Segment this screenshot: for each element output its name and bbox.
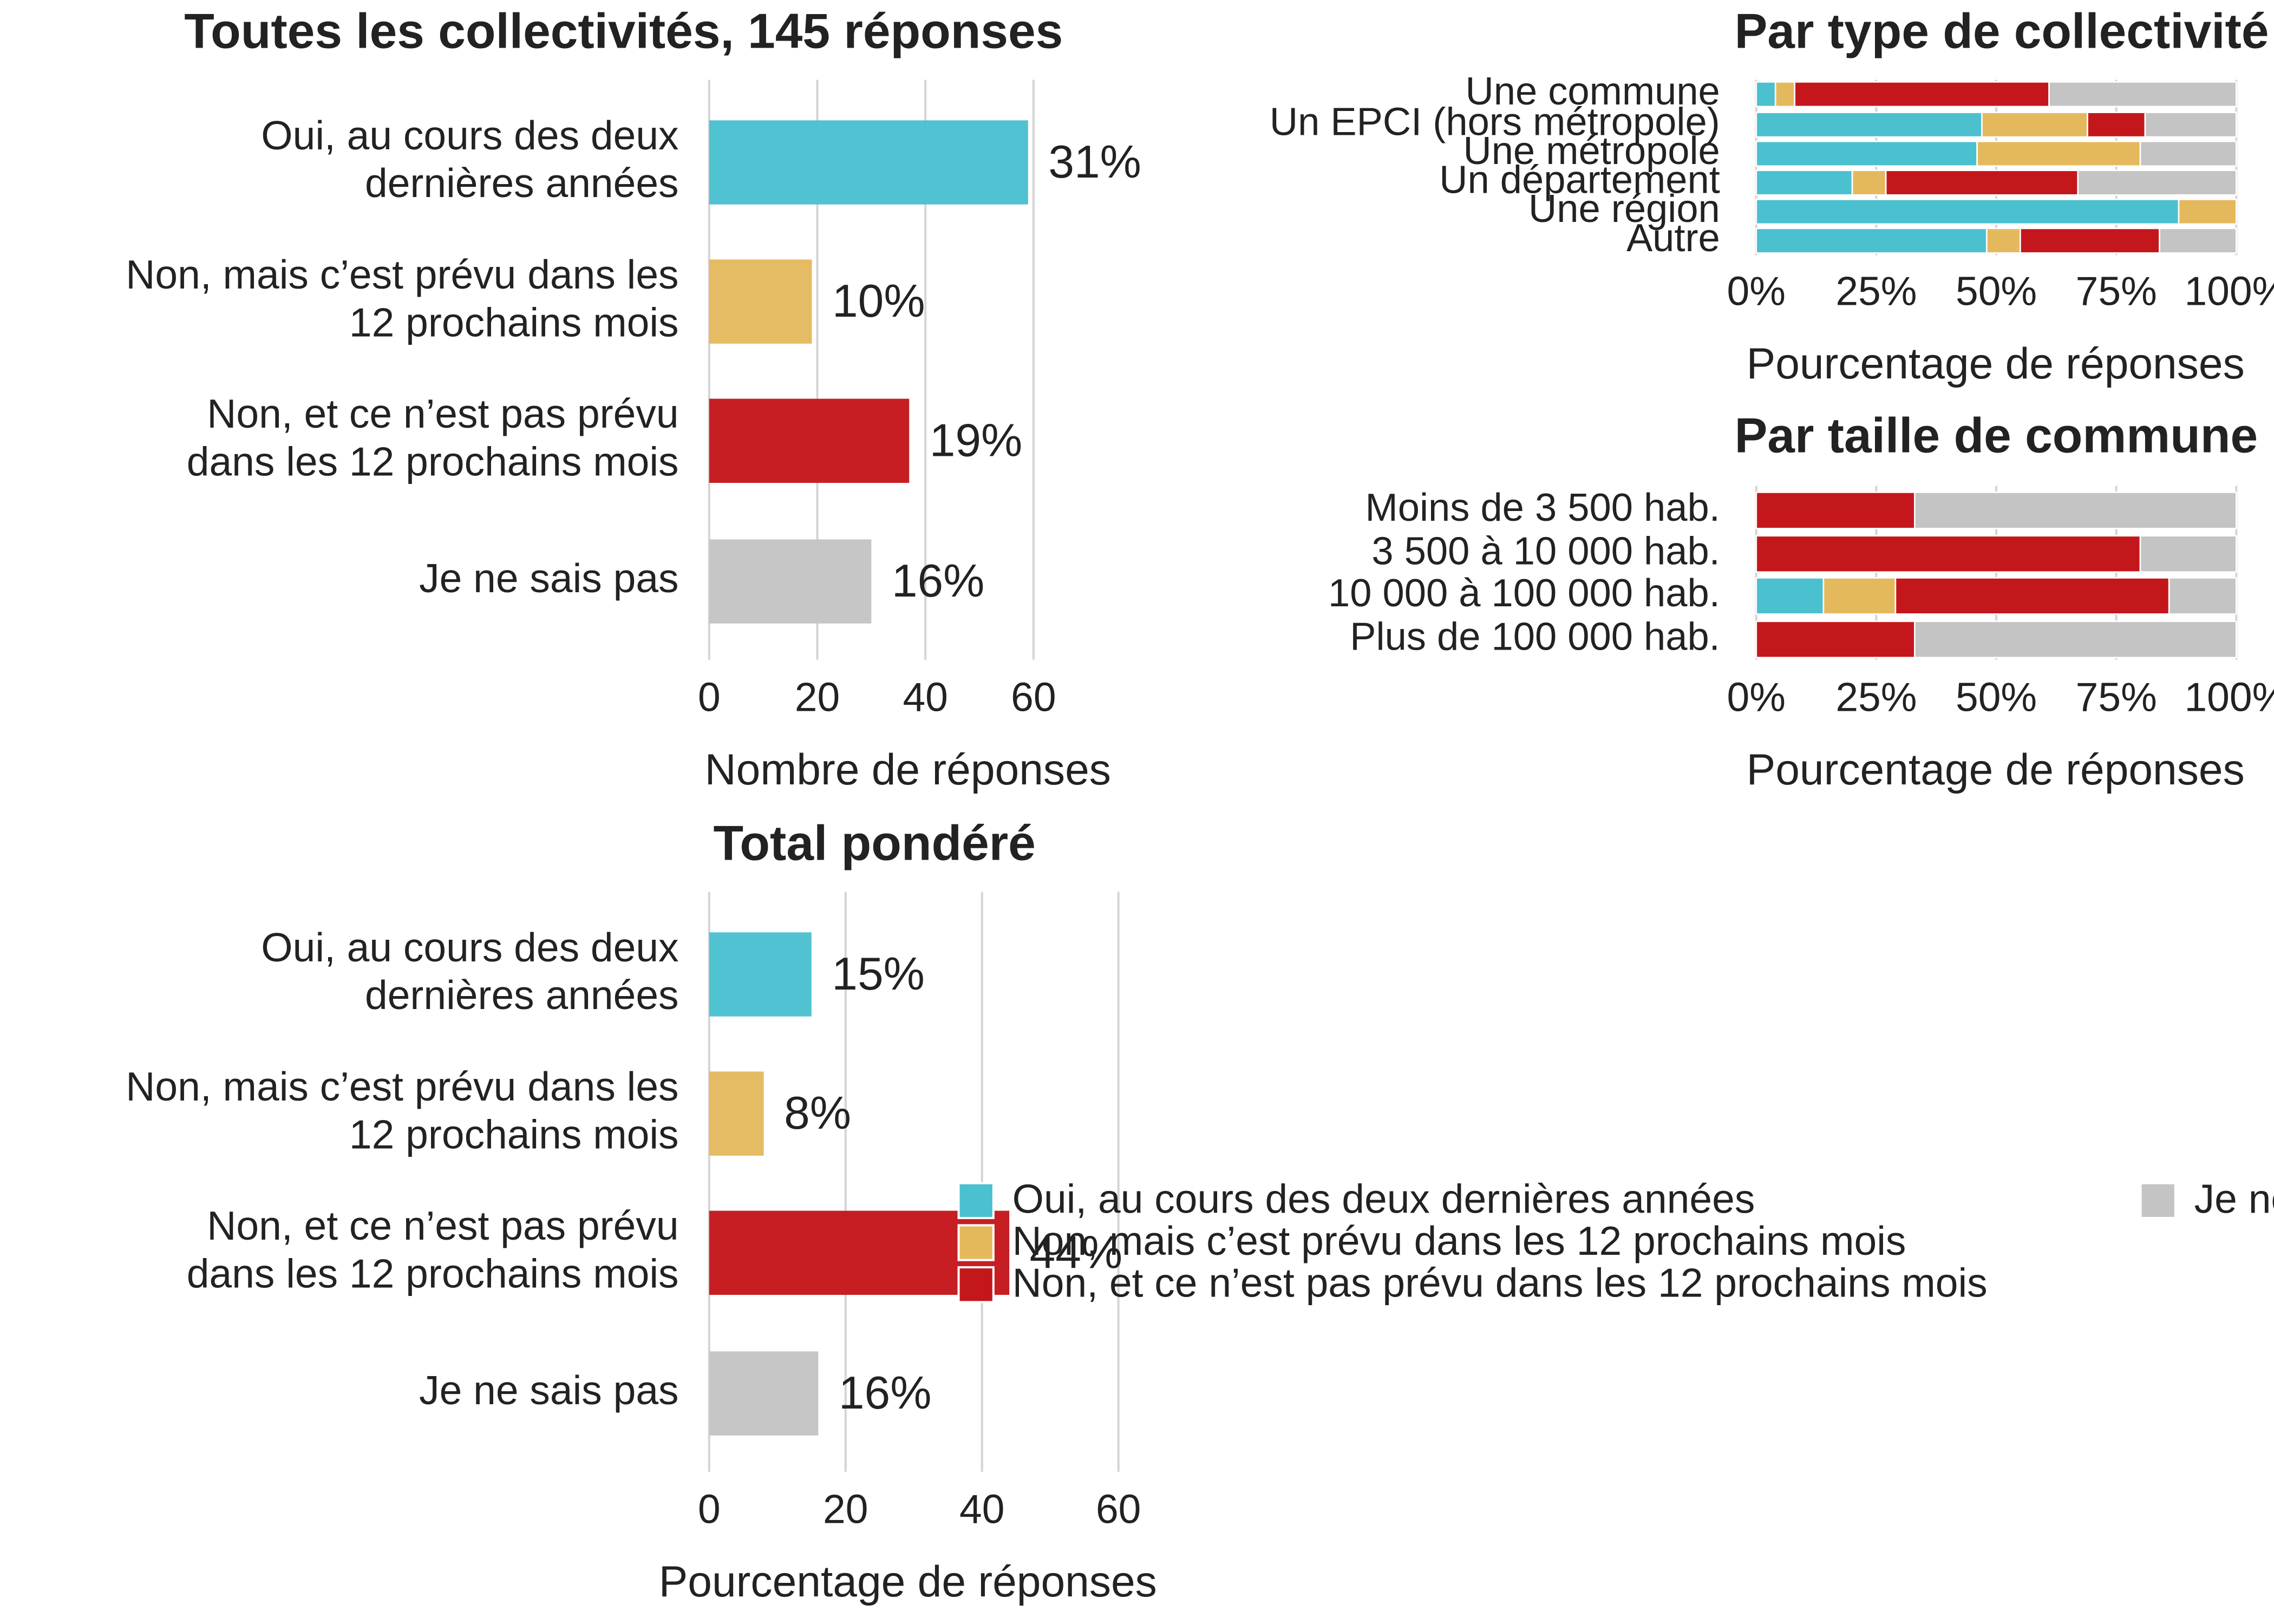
bar-segment	[1851, 169, 1887, 196]
bar-segment	[1822, 577, 1897, 615]
bar-segment	[2087, 112, 2146, 138]
bar-segment	[1981, 112, 2088, 138]
value-label: 10%	[832, 275, 925, 327]
value-label: 15%	[832, 948, 925, 1000]
x-tick-label: 100%	[2184, 675, 2274, 720]
value-label: 19%	[930, 414, 1023, 466]
y-tick-label: Non, et ce n’est pas prévu dans les 12 pr…	[187, 391, 679, 484]
x-tick-label: 50%	[1956, 269, 2037, 314]
bar-segment	[1774, 81, 1796, 108]
bar-segment	[2139, 535, 2237, 573]
bar-segment	[2020, 227, 2160, 254]
chart-title: Total pondéré	[714, 816, 1036, 870]
bar-segment	[2144, 112, 2237, 138]
bar-segment	[1885, 169, 2079, 196]
x-axis-label: Nombre de réponses	[705, 745, 1111, 794]
x-tick-label: 100%	[2184, 269, 2274, 314]
x-tick-label: 25%	[1835, 269, 1917, 314]
y-tick-label: Une métropole	[1463, 129, 1720, 173]
bar	[709, 398, 910, 483]
x-tick-label: 60	[1096, 1487, 1141, 1532]
bar-segment	[1755, 535, 2141, 573]
bar-segment	[1913, 492, 2237, 529]
y-tick-label: Autre	[1626, 217, 1720, 260]
bar-segment	[2168, 577, 2237, 615]
bar	[709, 932, 812, 1017]
y-tick-label: Oui, au cours des deux dernières années	[261, 925, 678, 1018]
legend-label: Oui, au cours des deux dernières années	[1012, 1176, 1755, 1221]
bar-segment	[1755, 140, 1978, 167]
chart-title: Toutes les collectivités, 145 réponses	[184, 4, 1063, 58]
bar	[709, 259, 812, 344]
bar-segment	[2139, 140, 2237, 167]
legend-label: Non, mais c’est prévu dans les 12 procha…	[1012, 1218, 1906, 1263]
legend-label: Je ne sais pas	[2194, 1176, 2274, 1221]
value-label: 31%	[1048, 136, 1141, 188]
y-tick-label: Oui, au cours des deux dernières années	[261, 113, 678, 206]
bar-segment	[2077, 169, 2237, 196]
y-tick-label: Un département	[1439, 159, 1720, 202]
bar	[709, 1071, 764, 1156]
bar-segment	[2178, 198, 2237, 225]
legend-label: Non, et ce n’est pas prévu dans les 12 p…	[1012, 1260, 1988, 1306]
bar-segment	[1755, 577, 1825, 615]
bar-segment	[1755, 112, 1983, 138]
bar-segment	[1755, 620, 1916, 659]
x-tick-label: 75%	[2076, 675, 2157, 720]
legend-swatch	[2139, 1182, 2177, 1220]
x-tick-label: 20	[795, 675, 840, 720]
y-tick-label: Non, mais c’est prévu dans les 12 prochai…	[126, 1064, 678, 1157]
x-tick-label: 40	[959, 1487, 1004, 1532]
bar	[709, 539, 872, 624]
bar-segment	[1894, 577, 2170, 615]
y-tick-label: Un EPCI (hors métropole)	[1270, 100, 1720, 143]
value-label: 16%	[892, 555, 985, 607]
bar-segment	[1755, 227, 1988, 254]
bar	[709, 1351, 819, 1436]
x-tick-label: 60	[1011, 675, 1056, 720]
x-tick-label: 0	[698, 1487, 721, 1532]
y-tick-label: Non, mais c’est prévu dans les 12 prochai…	[126, 252, 678, 345]
y-tick-label: Je ne sais pas	[419, 555, 678, 601]
x-tick-label: 40	[903, 675, 948, 720]
bar-segment	[2048, 81, 2237, 108]
chart-title: Par taille de commune	[1735, 409, 2258, 463]
y-tick-label: Plus de 100 000 hab.	[1350, 615, 1720, 658]
x-tick-label: 0	[698, 675, 721, 720]
legend-swatch	[957, 1266, 995, 1304]
y-tick-label: Je ne sais pas	[419, 1367, 678, 1413]
bar-segment	[1976, 140, 2141, 167]
x-axis-label: Pourcentage de réponses	[1747, 339, 2245, 388]
bar-segment	[1794, 81, 2050, 108]
value-label: 44%	[1030, 1226, 1123, 1278]
legend-swatch	[957, 1224, 995, 1261]
bar-segment	[1755, 169, 1853, 196]
x-tick-label: 20	[823, 1487, 868, 1532]
x-tick-label: 50%	[1956, 675, 2037, 720]
y-tick-label: Une commune	[1466, 70, 1720, 113]
bar-segment	[2159, 227, 2237, 254]
value-label: 16%	[839, 1367, 932, 1419]
y-tick-label: 3 500 à 10 000 hab.	[1371, 529, 1720, 573]
chart-title: Par type de collectivité	[1735, 4, 2269, 58]
x-tick-label: 0%	[1727, 269, 1786, 314]
bar-segment	[1755, 198, 2180, 225]
x-axis-label: Pourcentage de réponses	[659, 1557, 1157, 1606]
value-label: 8%	[784, 1087, 851, 1139]
bar-segment	[1985, 227, 2021, 254]
y-tick-label: 10 000 à 100 000 hab.	[1328, 572, 1720, 615]
x-axis-label: Pourcentage de réponses	[1747, 745, 2245, 794]
bar-segment	[1755, 492, 1916, 529]
bar-segment	[1913, 620, 2237, 659]
x-tick-label: 0%	[1727, 675, 1786, 720]
bar	[709, 120, 1028, 205]
x-tick-label: 75%	[2076, 269, 2157, 314]
y-tick-label: Non, et ce n’est pas prévu dans les 12 pr…	[187, 1203, 679, 1296]
y-tick-label: Moins de 3 500 hab.	[1365, 486, 1720, 529]
y-tick-label: Une région	[1528, 187, 1720, 231]
bar-segment	[1755, 81, 1776, 108]
legend-swatch	[957, 1182, 995, 1220]
x-tick-label: 25%	[1835, 675, 1917, 720]
